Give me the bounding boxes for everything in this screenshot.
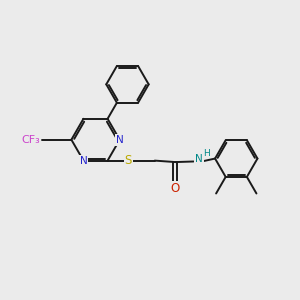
Text: N: N (80, 156, 87, 166)
Text: S: S (124, 154, 132, 167)
Text: N: N (116, 135, 124, 145)
Text: N: N (195, 154, 203, 164)
Text: H: H (203, 149, 210, 158)
Text: CF₃: CF₃ (22, 135, 40, 145)
Text: O: O (171, 182, 180, 195)
